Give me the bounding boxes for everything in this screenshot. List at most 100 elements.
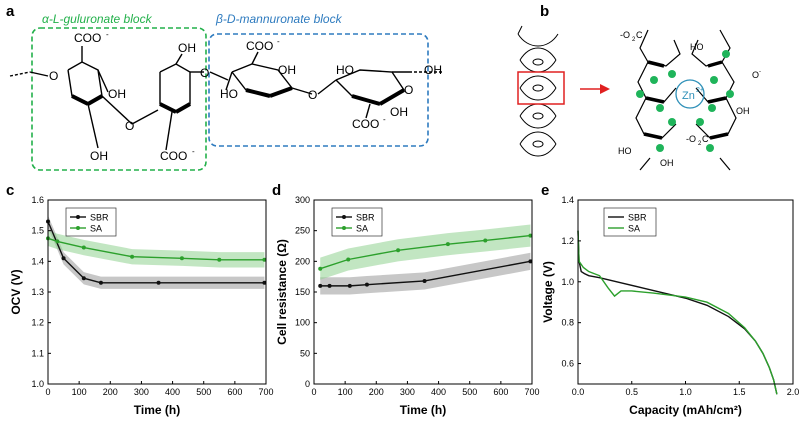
carboxylate-label-1: COO bbox=[74, 31, 101, 45]
alginate-groups: O COO - OH OH O OH COO - O COO - OH HO O… bbox=[49, 30, 442, 163]
y-axis-label: Voltage (V) bbox=[541, 261, 555, 323]
y-tick-label: 1.0 bbox=[561, 277, 574, 287]
x-tick-label: 300 bbox=[400, 387, 415, 397]
y-tick-label: 0.8 bbox=[561, 318, 574, 328]
panel-c-letter: c bbox=[6, 182, 14, 199]
x-tick-label: 0 bbox=[311, 387, 316, 397]
carboxylate-oxygen-charge: - bbox=[759, 69, 761, 75]
x-tick-label: 1.0 bbox=[679, 387, 692, 397]
y-tick-label: 1.2 bbox=[561, 236, 574, 246]
carboxylate-charge-1: - bbox=[106, 30, 109, 39]
legend-label-sbr: SBR bbox=[628, 213, 647, 223]
series-sbr-line bbox=[577, 230, 778, 395]
zinc-ion-icon bbox=[675, 79, 705, 109]
series-sbr-point bbox=[364, 282, 369, 287]
hydroxyl-label-3: OH bbox=[178, 41, 196, 55]
hydroxyl-label-4: OH bbox=[278, 63, 296, 77]
x-tick-label: 200 bbox=[369, 387, 384, 397]
series-sbr-point bbox=[156, 280, 161, 285]
y-tick-label: 1.3 bbox=[31, 287, 44, 297]
series-sa-point bbox=[346, 257, 351, 262]
y-tick-label: 0 bbox=[305, 379, 310, 389]
series-sa-point bbox=[55, 239, 60, 244]
series-sa-point bbox=[81, 245, 86, 250]
legend-box bbox=[331, 207, 383, 237]
hydroxyl-bottom-label: OH bbox=[660, 158, 674, 168]
series-sbr-point bbox=[422, 278, 427, 283]
x-tick-label: 700 bbox=[524, 387, 539, 397]
hydroxyl-label-7: OH bbox=[390, 105, 408, 119]
legend-box bbox=[65, 207, 117, 237]
carboxylate-top-label: -O bbox=[620, 30, 630, 40]
hydroxyl-label-8: OH bbox=[424, 63, 442, 77]
chart-voltage-capacity: e 0.0 0.5 1.0 1.5 2.0 0.6 0.8 1.0 1.2 1.4 Capacity … bbox=[541, 182, 799, 417]
legend-box bbox=[603, 207, 657, 237]
egg-box-groups: -O 2 C -O 2 C HO HO OH OH O - bbox=[618, 30, 761, 168]
hydroxyl-label-1: OH bbox=[108, 87, 126, 101]
x-axis-label: Time (h) bbox=[400, 403, 446, 417]
y-tick-label: 1.5 bbox=[31, 226, 44, 236]
alginate-structure bbox=[9, 46, 442, 151]
x-tick-label: 600 bbox=[227, 387, 242, 397]
mannuronate-label: β-D-mannuronate block bbox=[215, 12, 343, 26]
legend-label-sa: SA bbox=[356, 224, 368, 234]
series-sa-point bbox=[528, 233, 533, 238]
series-sa-point bbox=[179, 256, 184, 261]
series-sbr-point bbox=[262, 280, 267, 285]
carboxylate-oxygen-label: O bbox=[752, 70, 759, 80]
y-tick-label: 1.6 bbox=[31, 195, 44, 205]
zinc-ion-label: Zn bbox=[682, 90, 695, 102]
panel-b-letter: b bbox=[540, 3, 549, 20]
x-tick-label: 1.5 bbox=[733, 387, 746, 397]
carboxylate-charge-4: - bbox=[383, 115, 386, 124]
x-tick-label: 0.5 bbox=[625, 387, 638, 397]
ring-oxygen-label-2: O bbox=[404, 83, 413, 97]
glycosidic-oxygen-label-3: O bbox=[308, 88, 317, 102]
panel-a: a α-L-guluronate block β-D-mannuronate b… bbox=[6, 3, 442, 171]
panel-b: b bbox=[517, 3, 761, 171]
carboxylate-label-4: COO bbox=[352, 117, 379, 131]
y-tick-label: 1.4 bbox=[31, 256, 44, 266]
carboxylate-bottom-carbon: C bbox=[702, 134, 709, 144]
hydroxyl-top-label: HO bbox=[690, 42, 704, 52]
x-tick-label: 300 bbox=[134, 387, 149, 397]
y-tick-label: 150 bbox=[295, 287, 310, 297]
series-sa-point bbox=[318, 266, 323, 271]
series-sa-line bbox=[320, 234, 531, 270]
hydroxyl-left-label: HO bbox=[618, 146, 632, 156]
x-tick-label: 0.0 bbox=[572, 387, 585, 397]
x-tick-label: 400 bbox=[431, 387, 446, 397]
egg-box-detail bbox=[635, 29, 737, 171]
series-sa-line bbox=[577, 230, 778, 395]
guluronate-label: α-L-guluronate block bbox=[42, 12, 153, 26]
y-tick-label: 50 bbox=[300, 348, 310, 358]
legend-label-sbr: SBR bbox=[356, 213, 375, 223]
hydroxyl-label-5: HO bbox=[220, 87, 238, 101]
y-axis-label: OCV (V) bbox=[9, 269, 23, 314]
series-sbr-line bbox=[47, 221, 265, 284]
panel-e-letter: e bbox=[541, 182, 549, 199]
carboxylate-bottom-subscript: 2 bbox=[698, 141, 702, 147]
series-sbr-point bbox=[327, 283, 332, 288]
carboxylate-label-2: COO bbox=[160, 149, 187, 163]
series-sbr-error-band bbox=[48, 215, 265, 289]
y-tick-label: 1.2 bbox=[31, 318, 44, 328]
panel-a-letter: a bbox=[6, 3, 15, 20]
hydroxyl-right-label: OH bbox=[736, 106, 750, 116]
x-tick-label: 2.0 bbox=[787, 387, 800, 397]
legend-label-sbr: SBR bbox=[90, 213, 109, 223]
chart-cell-resistance: d 0 100 200 300 400 500 600 700 0 50 100 150 200 250 30… bbox=[272, 182, 540, 417]
series-sbr-point bbox=[347, 283, 352, 288]
y-axis-label: Cell resistance (Ω) bbox=[275, 239, 289, 345]
egg-box-chain-schematic bbox=[517, 25, 559, 157]
series-sa-error-band bbox=[48, 230, 265, 268]
series-sbr-point bbox=[81, 276, 86, 281]
glycosidic-oxygen-label-1: O bbox=[125, 119, 134, 133]
guluronate-box bbox=[31, 27, 207, 171]
zoom-arrow-icon bbox=[600, 84, 610, 94]
glycosidic-oxygen-label-2: O bbox=[200, 66, 209, 80]
series-sa-point bbox=[396, 248, 401, 253]
x-axis-label: Time (h) bbox=[134, 403, 180, 417]
legend-marker-sbr bbox=[342, 215, 346, 219]
zinc-ion-charge: 2+ bbox=[696, 87, 704, 94]
